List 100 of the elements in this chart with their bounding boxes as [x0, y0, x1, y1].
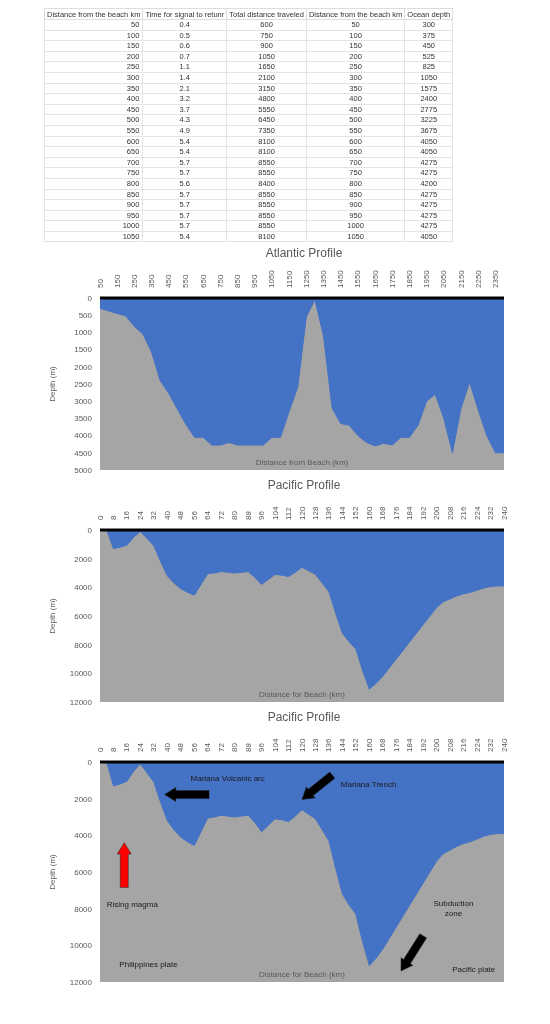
- x-tick-label: 96: [257, 742, 267, 752]
- x-tick-label: 64: [203, 742, 213, 752]
- x-axis-title: Distance from Beach (km): [255, 458, 349, 467]
- x-tick-label: 184: [405, 506, 415, 520]
- x-tick-label: 104: [270, 738, 280, 752]
- x-tick-label: 208: [445, 506, 455, 520]
- x-tick-label: 150: [112, 274, 122, 288]
- x-tick-label: 450: [164, 274, 174, 288]
- x-tick-label: 136: [324, 738, 334, 752]
- x-tick-label: 72: [216, 510, 226, 520]
- x-tick-label: 56: [189, 742, 199, 752]
- y-tick-label: 2000: [74, 554, 93, 564]
- y-tick-label: 0: [87, 525, 93, 535]
- x-tick-label: 80: [230, 742, 240, 752]
- x-tick-label: 104: [270, 506, 280, 520]
- y-tick-label: 3000: [74, 397, 93, 407]
- y-tick-label: 1000: [74, 328, 93, 338]
- x-axis-title: Distance for Beach (km): [259, 690, 346, 699]
- y-tick-label: 6000: [74, 867, 93, 877]
- y-tick-label: 8000: [74, 640, 93, 650]
- x-tick-label: 216: [459, 738, 469, 752]
- annotation: Subduction zone: [433, 899, 474, 919]
- x-tick-label: 176: [391, 506, 401, 520]
- x-tick-label: 48: [176, 510, 186, 520]
- chart-title: Pacific Profile: [266, 477, 342, 494]
- x-tick-label: 152: [351, 506, 361, 520]
- x-tick-label: 1350: [318, 269, 328, 288]
- annotation: Mariana Trench: [340, 780, 397, 790]
- x-tick-label: 200: [432, 738, 442, 752]
- x-tick-label: 120: [297, 506, 307, 520]
- x-tick-label: 112: [284, 506, 294, 520]
- x-tick-label: 2050: [439, 269, 449, 288]
- y-tick-label: 2500: [74, 379, 93, 389]
- x-tick-label: 192: [418, 506, 428, 520]
- x-tick-label: 1750: [387, 269, 397, 288]
- x-tick-label: 0: [95, 747, 105, 752]
- x-tick-label: 64: [203, 510, 213, 520]
- x-tick-label: 128: [310, 738, 320, 752]
- x-tick-label: 1950: [422, 269, 432, 288]
- y-tick-label: 6000: [74, 611, 93, 621]
- x-tick-label: 232: [486, 506, 496, 520]
- annotation: Philippines plate: [119, 959, 179, 969]
- y-axis-title: Depth (m): [47, 853, 57, 890]
- x-tick-label: 32: [149, 510, 159, 520]
- x-tick-label: 128: [310, 506, 320, 520]
- x-tick-label: 208: [445, 738, 455, 752]
- x-tick-label: 56: [189, 510, 199, 520]
- x-tick-label: 120: [297, 738, 307, 752]
- x-tick-label: 168: [378, 506, 388, 520]
- annotation: Mariana Volcanic arc: [190, 773, 265, 783]
- x-tick-label: 50: [95, 278, 105, 288]
- y-tick-label: 0: [87, 293, 93, 303]
- x-tick-label: 240: [499, 506, 509, 520]
- x-tick-label: 144: [337, 738, 347, 752]
- y-tick-label: 2000: [74, 362, 93, 372]
- x-tick-label: 184: [405, 738, 415, 752]
- x-tick-label: 1450: [336, 269, 346, 288]
- x-tick-label: 650: [198, 274, 208, 288]
- x-tick-label: 112: [284, 738, 294, 752]
- x-tick-label: 176: [391, 738, 401, 752]
- y-tick-label: 4500: [74, 448, 93, 458]
- x-tick-label: 216: [459, 506, 469, 520]
- x-tick-label: 48: [176, 742, 186, 752]
- x-tick-label: 8: [108, 747, 118, 752]
- y-tick-label: 12000: [69, 697, 93, 707]
- x-tick-label: 224: [472, 738, 482, 752]
- y-tick-label: 2000: [74, 794, 93, 804]
- x-tick-label: 72: [216, 742, 226, 752]
- x-tick-label: 40: [162, 510, 172, 520]
- x-tick-label: 2150: [456, 269, 466, 288]
- y-tick-label: 1500: [74, 345, 93, 355]
- x-tick-label: 160: [364, 506, 374, 520]
- chart-title: Pacific Profile: [266, 709, 342, 726]
- x-tick-label: 1650: [370, 269, 380, 288]
- x-tick-label: 32: [149, 742, 159, 752]
- x-tick-label: 550: [181, 274, 191, 288]
- y-tick-label: 0: [87, 757, 93, 767]
- y-tick-label: 4000: [74, 583, 93, 593]
- x-tick-label: 200: [432, 506, 442, 520]
- y-tick-label: 10000: [69, 941, 93, 951]
- annotation: Pacific plate: [452, 965, 496, 975]
- x-tick-label: 16: [122, 742, 132, 752]
- x-tick-label: 96: [257, 510, 267, 520]
- x-tick-label: 136: [324, 506, 334, 520]
- x-tick-label: 152: [351, 738, 361, 752]
- y-tick-label: 5000: [74, 465, 93, 475]
- annotation: Rising magma: [106, 900, 159, 910]
- x-tick-label: 1550: [353, 269, 363, 288]
- x-tick-label: 850: [233, 274, 243, 288]
- x-tick-label: 88: [243, 510, 253, 520]
- x-tick-label: 1050: [267, 269, 277, 288]
- x-axis-title: Distance for Beach (km): [259, 970, 346, 979]
- x-tick-label: 750: [215, 274, 225, 288]
- x-tick-label: 88: [243, 742, 253, 752]
- x-tick-label: 240: [499, 738, 509, 752]
- y-tick-label: 10000: [69, 669, 93, 679]
- x-tick-label: 192: [418, 738, 428, 752]
- x-tick-label: 144: [337, 506, 347, 520]
- chart-title: Atlantic Profile: [264, 245, 344, 262]
- y-tick-label: 4000: [74, 431, 93, 441]
